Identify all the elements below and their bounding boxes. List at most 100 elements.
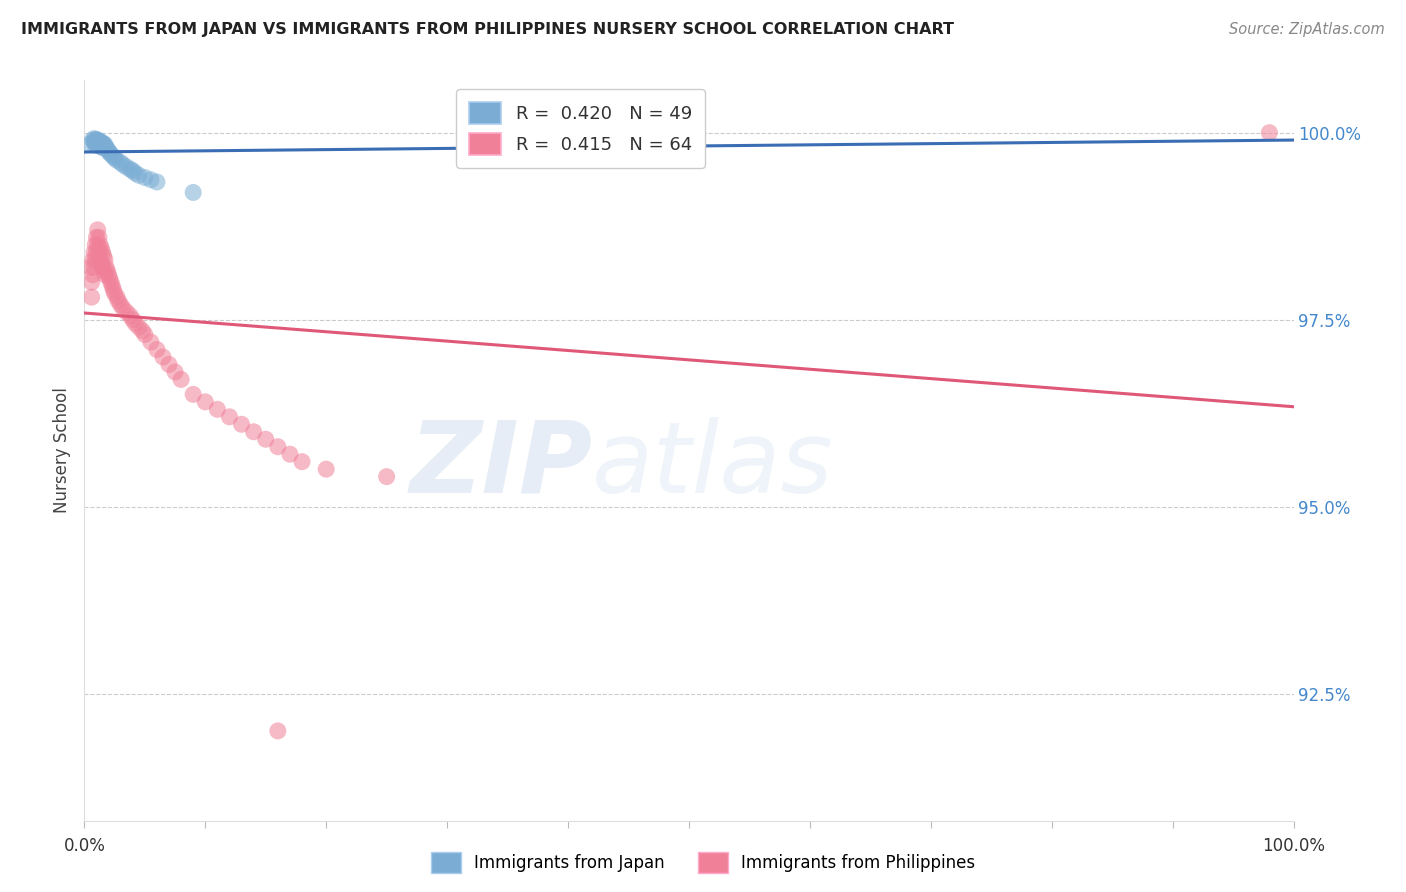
Point [105,290,128,304]
Point [83,131,105,145]
Point [84,137,107,152]
Point [86,136,108,150]
Point [107,293,129,308]
Point [86,237,108,252]
Point [87,138,110,153]
Point [165,365,187,379]
Text: ZIP: ZIP [409,417,592,514]
Point [207,402,229,417]
Y-axis label: Nursery School: Nursery School [53,387,72,514]
Point [115,305,138,319]
Point [139,173,162,187]
Point [93,264,115,278]
Point [94,140,117,154]
Point [124,166,146,180]
Point [94,252,117,267]
Point [242,425,264,439]
Point [86,132,108,146]
Point [89,237,111,252]
Point [110,155,132,169]
Point [231,417,253,432]
Point [90,256,112,270]
Point [170,372,193,386]
Point [146,343,169,357]
Text: 100.0%: 100.0% [1263,837,1324,855]
Point [91,245,114,260]
Point [80,290,103,304]
Point [128,320,150,334]
Point [134,327,156,342]
Point [86,245,108,260]
Point [87,134,110,148]
Point [79,260,101,275]
Text: 0.0%: 0.0% [63,837,105,855]
Point [87,245,110,260]
Point [86,133,108,147]
Point [124,316,146,330]
Point [98,271,121,285]
Point [84,252,107,267]
Point [593,127,616,141]
Point [94,140,117,154]
Point [86,138,108,153]
Point [131,324,153,338]
Point [86,136,108,150]
Point [80,275,103,289]
Point [152,350,174,364]
Point [146,175,169,189]
Point [121,312,143,326]
Point [139,334,162,349]
Point [112,301,135,316]
Point [128,168,150,182]
Point [96,142,118,156]
Point [181,387,204,401]
Point [105,153,128,168]
Point [134,170,156,185]
Point [83,135,105,149]
Point [93,139,115,153]
Point [98,145,121,160]
Point [86,230,108,244]
Point [104,151,127,165]
Point [89,139,111,153]
Point [91,136,114,150]
Point [83,260,105,275]
Text: IMMIGRANTS FROM JAPAN VS IMMIGRANTS FROM PHILIPPINES NURSERY SCHOOL CORRELATION : IMMIGRANTS FROM JAPAN VS IMMIGRANTS FROM… [21,22,955,37]
Point [278,447,301,461]
Point [100,147,122,161]
Point [120,309,142,323]
Point [89,136,111,151]
Legend: Immigrants from Japan, Immigrants from Philippines: Immigrants from Japan, Immigrants from P… [425,846,981,880]
Point [90,136,112,150]
Point [533,127,555,141]
Point [90,137,112,152]
Point [82,252,104,267]
Point [93,136,115,151]
Point [181,186,204,200]
Point [87,136,110,150]
Point [157,358,180,372]
Text: Source: ZipAtlas.com: Source: ZipAtlas.com [1229,22,1385,37]
Point [121,163,143,178]
Text: atlas: atlas [592,417,834,514]
Point [91,138,114,153]
Point [112,158,135,172]
Point [86,134,108,148]
Point [97,268,120,282]
Point [1258,126,1281,140]
Point [100,275,122,289]
Point [82,268,104,282]
Point [104,286,127,301]
Point [120,162,142,177]
Point [101,279,124,293]
Point [90,140,112,154]
Point [218,409,240,424]
Point [79,136,101,151]
Point [84,136,107,150]
Point [267,440,290,454]
Point [89,135,111,149]
Point [94,268,117,282]
Point [267,723,290,738]
Point [91,260,114,275]
Point [110,298,132,312]
